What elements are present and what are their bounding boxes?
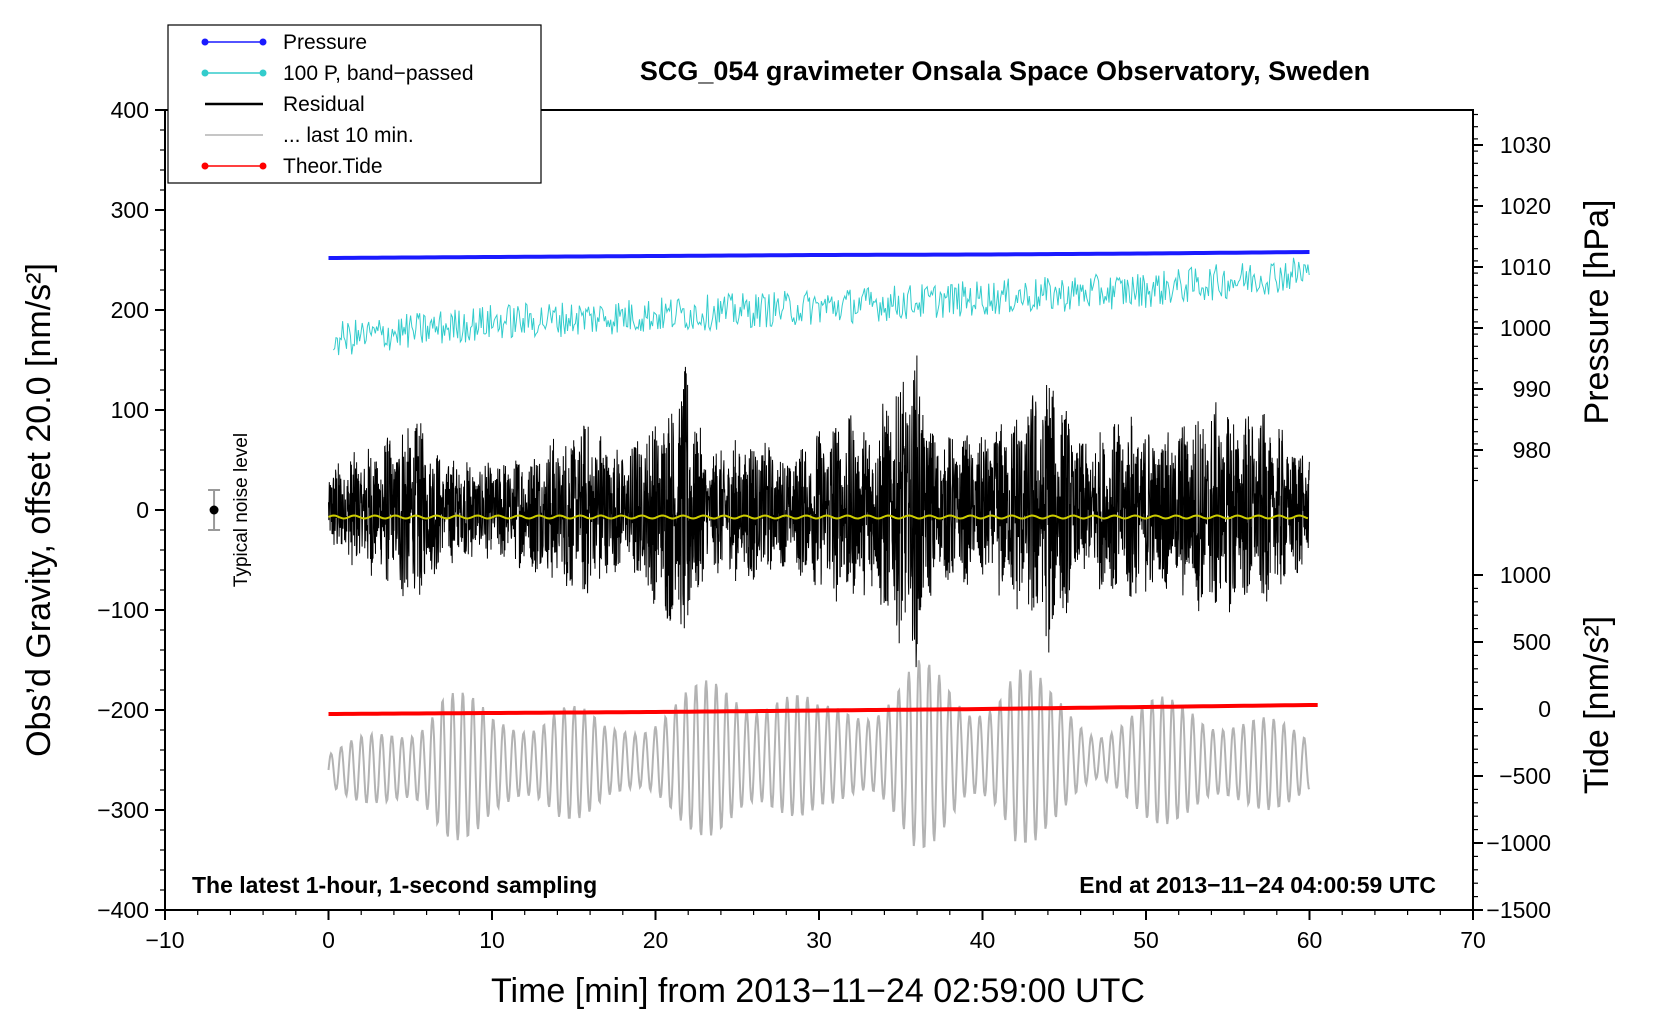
x-tick-label: 20 [643, 927, 669, 953]
x-tick-label: 0 [322, 927, 335, 953]
y-tick-label: 200 [111, 297, 149, 323]
axis-layer: −10 0 10 20 30 40 50 60 704003002001000−100−200−… [97, 97, 1551, 953]
legend-marker-right [259, 162, 267, 170]
legend-label: ... last 10 min. [283, 124, 414, 147]
y-tick-label: 300 [111, 197, 149, 223]
series-bandpassed-line [333, 257, 1310, 356]
pressure-tick-label: 1030 [1500, 132, 1551, 158]
legend-marker-left [201, 162, 209, 170]
y-tick-label: 400 [111, 97, 149, 123]
end-time-note: End at 2013−11−24 04:00:59 UTC [1079, 872, 1436, 898]
chart-title: SCG_054 gravimeter Onsala Space Observat… [640, 56, 1370, 86]
x-tick-label: 10 [479, 927, 505, 953]
y-tick-label: −200 [97, 697, 149, 723]
noise-level-label: Typical noise level [231, 433, 252, 587]
legend-label: Pressure [283, 31, 367, 54]
y-tick-label: −100 [97, 597, 149, 623]
y-tick-label: 100 [111, 397, 149, 423]
pressure-tick-label: 1020 [1500, 193, 1551, 219]
series-layer [327, 250, 1318, 849]
tide-tick-label: −1500 [1486, 897, 1551, 923]
series-theor-tide-line [328, 703, 1318, 716]
y-tick-label: 0 [136, 497, 149, 523]
y-axis-title-pressure: Pressure [hPa] [1578, 200, 1616, 425]
sampling-note: The latest 1-hour, 1-second sampling [192, 872, 597, 898]
series-pressure-line [328, 250, 1310, 260]
legend: Pressure 100 P, band−passed Residual ... la… [167, 24, 542, 184]
y-axis-title-tide: Tide [nm/s²] [1578, 616, 1616, 794]
tide-tick-label: −500 [1499, 763, 1551, 789]
y-axis-title-left: Obs’d Gravity, offset 20.0 [nm/s²] [20, 263, 58, 757]
legend-label: Residual [283, 93, 365, 116]
legend-marker-right [259, 69, 267, 77]
x-tick-label: 40 [970, 927, 996, 953]
tide-tick-label: −1000 [1486, 830, 1551, 856]
y-tick-label: −300 [97, 797, 149, 823]
tide-tick-label: 0 [1538, 696, 1551, 722]
legend-label: Theor.Tide [283, 155, 383, 178]
pressure-tick-label: 980 [1513, 437, 1551, 463]
x-tick-label: 70 [1460, 927, 1486, 953]
x-axis-title: Time [min] from 2013−11−24 02:59:00 UTC [491, 972, 1145, 1010]
pressure-tick-label: 1010 [1500, 254, 1551, 280]
series-last-10-min-line [327, 660, 1311, 849]
pressure-tick-label: 1000 [1500, 315, 1551, 341]
x-tick-label: 60 [1297, 927, 1323, 953]
tide-tick-label: 1000 [1500, 562, 1551, 588]
legend-marker-left [201, 69, 209, 77]
series-residual-line [328, 355, 1310, 668]
x-tick-label: 30 [806, 927, 832, 953]
y-tick-label: −400 [97, 897, 149, 923]
pressure-tick-label: 990 [1513, 376, 1551, 402]
series-residual-smoothed-line [328, 514, 1309, 520]
legend-label: 100 P, band−passed [283, 62, 474, 85]
legend-marker-left [201, 38, 209, 46]
noise-point [209, 505, 219, 515]
x-tick-label: −10 [145, 927, 184, 953]
noise-level-marker [208, 489, 221, 531]
legend-marker-right [259, 38, 267, 46]
tide-tick-label: 500 [1513, 629, 1551, 655]
x-tick-label: 50 [1133, 927, 1159, 953]
